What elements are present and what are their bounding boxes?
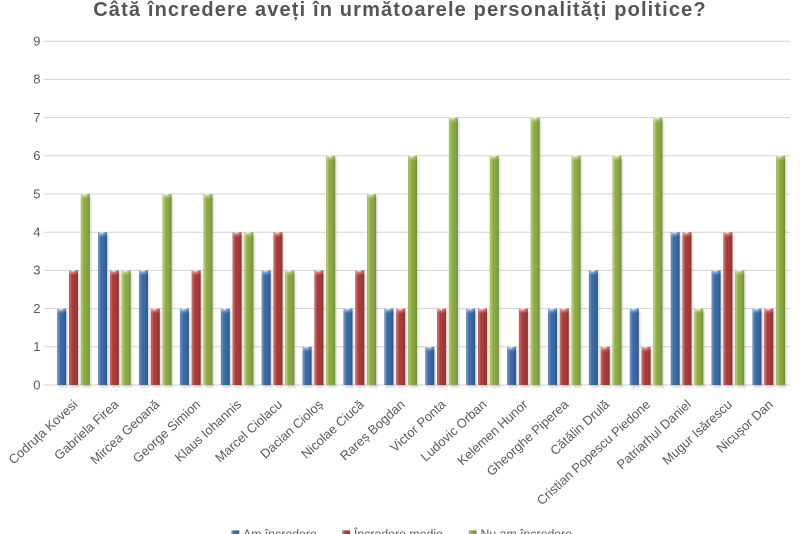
svg-text:Nu am încredere: Nu am încredere <box>481 527 573 534</box>
svg-text:3: 3 <box>33 263 40 278</box>
svg-text:1: 1 <box>33 339 40 354</box>
svg-text:Am încredere: Am încredere <box>243 527 317 534</box>
svg-text:Câtă încredere aveți în următo: Câtă încredere aveți în următoarele pers… <box>93 0 707 21</box>
svg-text:Încredere medie: Încredere medie <box>353 526 443 534</box>
svg-text:8: 8 <box>33 72 40 87</box>
svg-text:6: 6 <box>33 148 40 163</box>
svg-text:2: 2 <box>33 301 40 316</box>
svg-text:7: 7 <box>33 110 40 125</box>
svg-text:0: 0 <box>33 377 40 392</box>
svg-text:5: 5 <box>33 186 40 201</box>
svg-text:9: 9 <box>33 34 40 49</box>
svg-text:4: 4 <box>33 225 40 240</box>
